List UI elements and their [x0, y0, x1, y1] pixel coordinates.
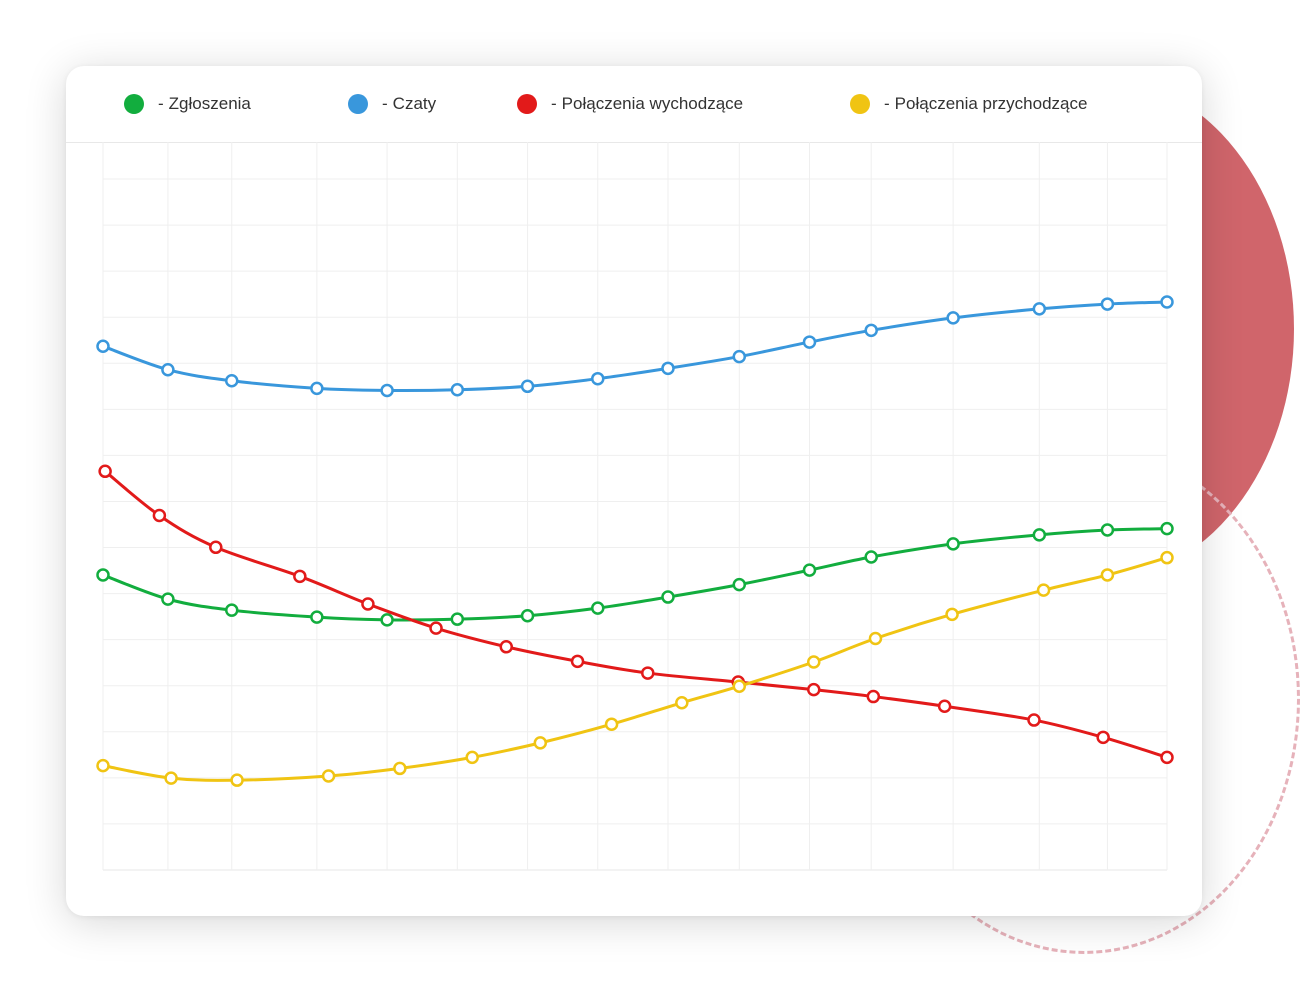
series-line: [102, 527, 1168, 622]
data-point: [864, 323, 878, 338]
data-point: [224, 603, 239, 617]
data-point: [1160, 295, 1174, 309]
data-point: [732, 577, 747, 592]
data-point: [98, 464, 112, 479]
data-point: [321, 769, 336, 783]
data-point: [1100, 297, 1115, 311]
data-point: [946, 311, 960, 325]
series-line: [102, 556, 1168, 782]
data-point: [661, 590, 675, 604]
series-2: [98, 464, 1174, 765]
legend-item-czaty: - Czaty: [348, 92, 436, 116]
data-point: [807, 682, 821, 697]
data-point: [152, 508, 167, 523]
series-line: [104, 470, 1168, 759]
data-point: [1036, 583, 1051, 597]
data-point: [361, 597, 375, 611]
data-point: [807, 655, 821, 669]
data-point: [945, 607, 959, 622]
legend-dot-icon: [124, 94, 144, 114]
data-point: [533, 736, 548, 750]
data-point: [380, 613, 394, 627]
data-point: [802, 563, 817, 577]
data-point: [661, 361, 675, 376]
legend-label: Połączenia przychodzące: [894, 94, 1088, 113]
data-point: [732, 679, 747, 693]
data-point: [591, 601, 605, 615]
data-point: [465, 750, 479, 765]
line-chart: [96, 142, 1174, 871]
data-point: [230, 773, 244, 787]
data-point: [520, 379, 535, 394]
data-point: [520, 608, 535, 623]
data-point: [866, 689, 881, 704]
chart-grid: [102, 142, 1168, 871]
legend-dot-icon: [850, 94, 870, 114]
data-point: [1160, 521, 1174, 536]
data-point: [868, 631, 883, 646]
data-point: [1027, 713, 1041, 727]
data-point: [946, 537, 960, 551]
data-point: [1096, 730, 1110, 745]
data-point: [380, 383, 394, 398]
legend-label: Połączenia wychodzące: [561, 94, 744, 113]
data-point: [641, 666, 655, 680]
data-point: [937, 699, 952, 713]
data-point: [1100, 568, 1115, 582]
legend-item-polaczenia-przychodzace: - Połączenia przychodzące: [850, 92, 1087, 116]
data-point: [864, 550, 878, 564]
legend-dot-icon: [517, 94, 537, 114]
legend-dot-icon: [348, 94, 368, 114]
data-point: [209, 540, 223, 555]
legend-item-zgloszenia: - Zgłoszenia: [124, 92, 251, 116]
data-point: [96, 339, 110, 353]
data-point: [450, 383, 465, 397]
data-point: [1032, 528, 1047, 542]
data-point: [1100, 523, 1115, 537]
chart-card: - Zgłoszenia - Czaty - Połączenia wychod…: [66, 66, 1202, 916]
data-point: [224, 374, 239, 388]
data-point: [604, 717, 619, 731]
chart-series: [96, 295, 1174, 787]
data-point: [570, 654, 585, 669]
legend-item-polaczenia-wychodzace: - Połączenia wychodzące: [517, 92, 743, 116]
data-point: [499, 640, 514, 654]
series-line: [102, 300, 1168, 393]
data-point: [450, 612, 465, 626]
series-1: [96, 295, 1174, 398]
legend-label: Zgłoszenia: [168, 94, 251, 113]
data-point: [310, 610, 324, 624]
data-point: [293, 569, 307, 584]
data-point: [1160, 550, 1174, 565]
series-0: [96, 521, 1174, 627]
data-point: [310, 381, 324, 396]
data-point: [164, 771, 178, 785]
data-point: [1160, 750, 1174, 765]
series-3: [96, 550, 1174, 787]
data-point: [802, 335, 817, 349]
data-point: [1032, 302, 1047, 316]
data-point: [96, 568, 110, 582]
data-point: [591, 371, 605, 386]
data-point: [161, 362, 175, 377]
data-point: [675, 696, 689, 710]
data-point: [161, 592, 175, 606]
data-point: [732, 349, 747, 364]
data-point: [96, 758, 110, 773]
legend-label: Czaty: [392, 94, 437, 113]
data-point: [429, 621, 443, 635]
data-point: [393, 761, 407, 776]
chart-legend: - Zgłoszenia - Czaty - Połączenia wychod…: [66, 66, 1202, 143]
